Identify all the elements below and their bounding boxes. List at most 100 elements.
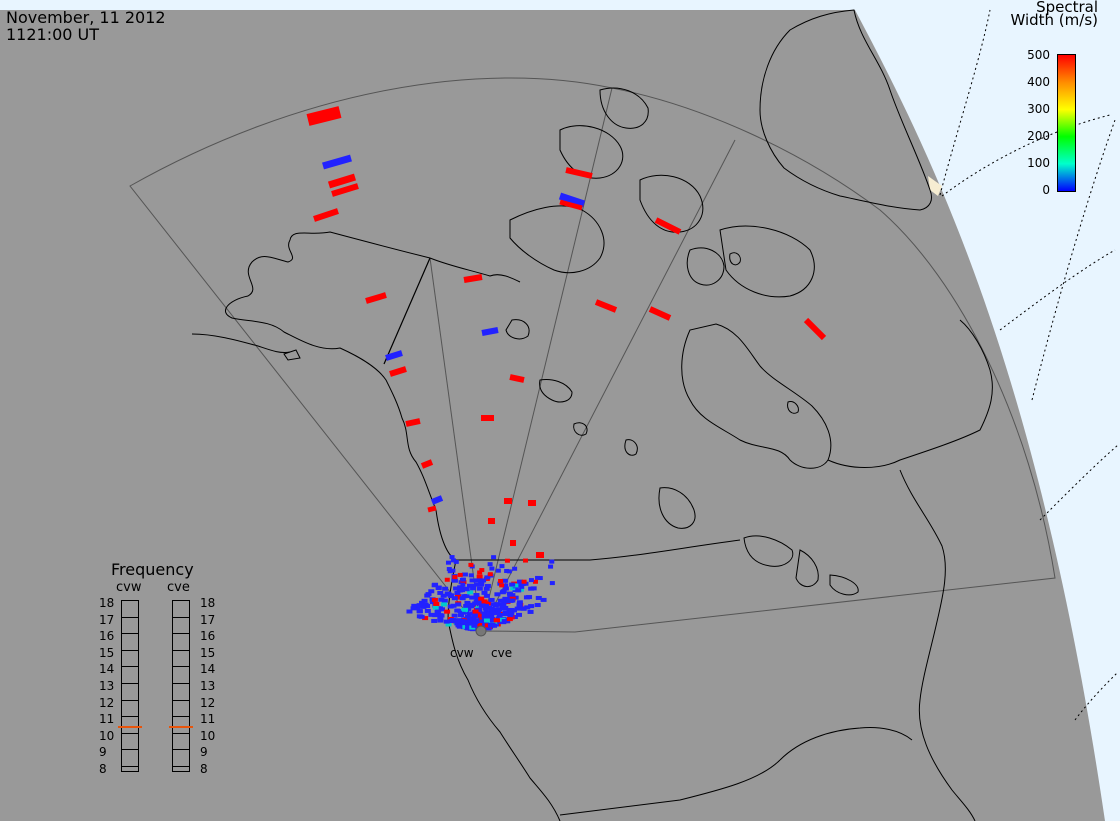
echo-cell: [498, 579, 504, 584]
frequency-box-divider: [172, 766, 190, 767]
echo-cell: [428, 589, 435, 594]
echo-cell: [463, 603, 470, 608]
frequency-level-label: 9: [99, 745, 107, 760]
echo-cell: [458, 588, 465, 593]
echo-cell: [469, 602, 476, 607]
frequency-level-label: 18: [200, 596, 216, 610]
echo-cell: [452, 575, 458, 580]
date-label: November, 11 2012: [6, 8, 166, 27]
echo-cell: [484, 623, 491, 628]
echo-cell: [459, 596, 466, 601]
echo-cell: [431, 618, 438, 623]
echo-cell: [549, 581, 555, 586]
frequency-box-divider: [121, 683, 139, 684]
echo-cell: [470, 616, 477, 621]
echo-cell: [434, 609, 441, 614]
colorbar-tick-label: 100: [1027, 156, 1050, 170]
echo-cell: [443, 619, 450, 624]
echo-cell: [430, 495, 444, 505]
coastlines: [191, 9, 993, 821]
frequency-title: Frequency: [111, 560, 194, 579]
echo-cell: [410, 606, 417, 611]
echo-cell: [516, 603, 523, 608]
frequency-level-label: 12: [200, 695, 216, 710]
echo-cell: [502, 583, 509, 588]
echo-cell: [418, 614, 425, 619]
echo-cell: [460, 582, 466, 587]
frequency-level-label: 18: [99, 596, 115, 610]
echo-cell: [469, 578, 476, 583]
frequency-level-label: 15: [200, 645, 216, 660]
echo-cell: [435, 585, 442, 590]
echo-cell: [447, 569, 453, 574]
echo-cell: [524, 605, 531, 610]
frequency-level-label: 13: [99, 679, 115, 693]
echo-cell: [516, 579, 523, 584]
echo-cell: [460, 577, 466, 582]
echo-cell: [559, 199, 583, 211]
echo-cell: [510, 540, 516, 546]
echo-cell: [489, 611, 496, 616]
echo-cell: [494, 592, 501, 597]
frequency-box-divider: [172, 732, 190, 734]
frequency-level-label: 8: [99, 762, 107, 776]
echo-cell: [486, 611, 493, 616]
echo-cell: [483, 593, 490, 598]
echo-cell: [450, 568, 456, 573]
echo-cell: [479, 579, 485, 584]
echo-cell: [424, 593, 431, 598]
echo-cell: [463, 274, 483, 283]
echo-cell: [506, 608, 513, 613]
echo-cell: [459, 610, 466, 615]
echo-cell: [416, 609, 423, 614]
echo-cell: [478, 603, 485, 608]
echo-cell: [504, 498, 512, 504]
frequency-box: [172, 600, 190, 772]
echo-cell: [450, 603, 457, 608]
echo-cell: [466, 583, 473, 588]
frequency-level-label: 14: [99, 662, 115, 677]
frequency-column-west: cvw: [116, 580, 142, 595]
echo-cell: [499, 583, 505, 588]
frequency-level-label: 17: [200, 612, 216, 627]
frequency-box: [121, 600, 139, 772]
echo-cell: [450, 618, 457, 623]
echo-cell: [445, 592, 452, 597]
echo-cell: [490, 602, 497, 607]
echo-cell: [441, 598, 448, 603]
echo-cell: [461, 621, 468, 626]
land-patch: [928, 176, 942, 196]
echo-cell: [365, 292, 387, 304]
echo-cell: [519, 606, 526, 611]
echo-cell: [441, 602, 448, 607]
frequency-level-label: 11: [200, 712, 216, 727]
frequency-box-divider: [172, 699, 190, 701]
echo-cell: [503, 599, 510, 604]
echo-cell: [479, 619, 486, 624]
echo-cell: [464, 600, 471, 605]
echo-cell: [468, 562, 474, 567]
echo-cell: [487, 562, 493, 567]
echo-cell: [484, 575, 491, 580]
plot-area: [0, 10, 1105, 821]
echo-cell: [502, 578, 509, 583]
echo-cell: [476, 586, 483, 591]
echo-cell: [499, 604, 506, 609]
echo-cell: [385, 350, 403, 361]
echo-cell: [466, 622, 473, 627]
echo-cell: [534, 603, 541, 608]
site-label-east: cve: [491, 646, 513, 660]
echo-cell: [453, 619, 460, 624]
echo-cell: [504, 558, 510, 563]
echo-cell: [507, 614, 514, 619]
echo-cell: [523, 558, 529, 563]
frequency-box-divider: [172, 716, 190, 718]
echo-cell: [313, 208, 339, 222]
frequency-box-divider: [121, 666, 139, 668]
echo-cell: [528, 500, 536, 506]
echo-cell: [516, 612, 523, 617]
echo-cell: [451, 613, 458, 618]
echo-cell: [433, 601, 440, 606]
echo-cell: [454, 590, 461, 595]
